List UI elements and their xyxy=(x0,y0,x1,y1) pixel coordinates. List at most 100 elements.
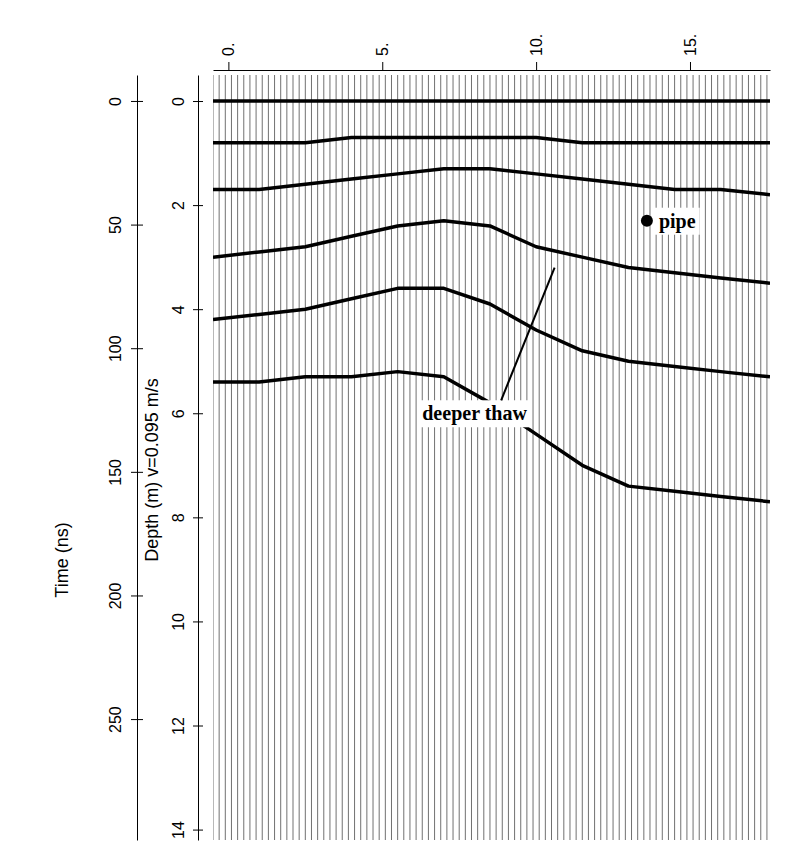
trace-baseline xyxy=(526,75,527,840)
trace-baseline xyxy=(508,75,509,840)
time-tick-mark xyxy=(131,348,143,349)
depth-axis-title: Depth (m) v=0.095 m/s xyxy=(142,378,162,562)
trace-baseline xyxy=(299,75,300,840)
trace-baseline xyxy=(649,75,650,840)
trace-baseline xyxy=(286,75,287,840)
time-tick: 0 xyxy=(107,97,143,106)
depth-tick-mark xyxy=(193,101,203,102)
depth-tick: 8 xyxy=(170,513,203,522)
depth-tick: 10 xyxy=(170,613,203,631)
depth-tick-mark xyxy=(193,205,203,206)
time-tick: 150 xyxy=(107,459,143,486)
trace-baseline xyxy=(489,75,490,840)
depth-tick-mark xyxy=(193,621,203,622)
x-tick: 15. xyxy=(682,34,699,70)
depth-tick: 6 xyxy=(170,409,203,418)
trace-baseline xyxy=(600,75,601,840)
trace-baseline xyxy=(373,75,374,840)
depth-tick-label: 8 xyxy=(170,513,187,522)
reflector xyxy=(213,169,770,195)
trace-baseline xyxy=(317,75,318,840)
x-tick-mark xyxy=(382,62,383,70)
trace-baseline xyxy=(520,75,521,840)
trace-baseline xyxy=(576,75,577,840)
trace-baseline xyxy=(496,75,497,840)
depth-tick-label: 2 xyxy=(170,201,187,210)
x-tick-label: 5. xyxy=(374,43,391,56)
trace-baseline xyxy=(280,75,281,840)
trace-baseline xyxy=(403,75,404,840)
x-tick-label: 15. xyxy=(682,34,699,56)
trace-baseline xyxy=(643,75,644,840)
depth-tick-label: 14 xyxy=(170,821,187,839)
annotation-patch xyxy=(418,400,531,427)
trace-baseline xyxy=(582,75,583,840)
time-tick-mark xyxy=(131,472,143,473)
time-tick-label: 100 xyxy=(107,335,124,362)
trace-baseline xyxy=(348,75,349,840)
x-tick-label: 10. xyxy=(528,34,545,56)
trace-baseline xyxy=(619,75,620,840)
trace-baseline xyxy=(656,75,657,840)
annotation-label: pipe xyxy=(659,210,696,233)
trace-baseline xyxy=(625,75,626,840)
x-tick-mark xyxy=(690,62,691,70)
trace-baseline xyxy=(748,75,749,840)
time-axis-line xyxy=(137,76,138,841)
depth-tick: 4 xyxy=(170,305,203,314)
time-tick-mark xyxy=(131,225,143,226)
depth-tick: 0 xyxy=(170,97,203,106)
time-tick: 50 xyxy=(107,216,143,234)
trace-baseline xyxy=(305,75,306,840)
trace-baseline xyxy=(557,75,558,840)
depth-axis: 0 2 4 6 8 10 12 14 xyxy=(170,76,203,841)
trace-baseline xyxy=(483,75,484,840)
reflector xyxy=(213,137,770,142)
trace-baseline xyxy=(502,75,503,840)
x-axis: 0. 5. 10. 15. xyxy=(214,34,771,71)
trace-baseline xyxy=(465,75,466,840)
trace-baseline xyxy=(533,75,534,840)
depth-tick-mark xyxy=(193,726,203,727)
depth-tick-label: 6 xyxy=(170,409,187,418)
trace-baseline xyxy=(563,75,564,840)
trace-baseline xyxy=(416,75,417,840)
x-tick: 5. xyxy=(374,43,391,70)
reflector xyxy=(213,372,770,502)
trace-baseline xyxy=(631,75,632,840)
reflector xyxy=(213,99,770,103)
trace-baseline xyxy=(545,75,546,840)
trace-baseline xyxy=(274,75,275,840)
trace-baseline xyxy=(760,75,761,840)
trace-baseline xyxy=(409,75,410,840)
trace-baseline xyxy=(342,75,343,840)
trace-baseline xyxy=(354,75,355,840)
trace-baseline xyxy=(434,75,435,840)
trace-baseline xyxy=(379,75,380,840)
depth-tick-label: 10 xyxy=(170,613,187,631)
annotation-patch xyxy=(655,208,700,235)
trace-baseline xyxy=(366,75,367,840)
time-tick-mark xyxy=(131,101,143,102)
time-tick-label: 250 xyxy=(107,706,124,733)
time-tick: 200 xyxy=(107,583,143,610)
depth-tick: 2 xyxy=(170,201,203,210)
trace-baseline xyxy=(637,75,638,840)
trace-baseline xyxy=(594,75,595,840)
annotation-label: deeper thaw xyxy=(422,402,527,425)
pipe-marker xyxy=(641,215,653,227)
trace-baseline xyxy=(551,75,552,840)
time-tick-label: 200 xyxy=(107,583,124,610)
trace-baseline xyxy=(477,75,478,840)
time-tick-mark xyxy=(131,719,143,720)
trace-baseline xyxy=(329,75,330,840)
trace-baseline xyxy=(459,75,460,840)
trace-baseline xyxy=(446,75,447,840)
depth-tick: 12 xyxy=(170,717,203,735)
depth-tick-label: 4 xyxy=(170,305,187,314)
depth-tick: 14 xyxy=(170,821,203,839)
trace-baseline xyxy=(742,75,743,840)
x-tick: 0. xyxy=(220,43,237,70)
trace-baseline xyxy=(428,75,429,840)
depth-tick-mark xyxy=(193,413,203,414)
